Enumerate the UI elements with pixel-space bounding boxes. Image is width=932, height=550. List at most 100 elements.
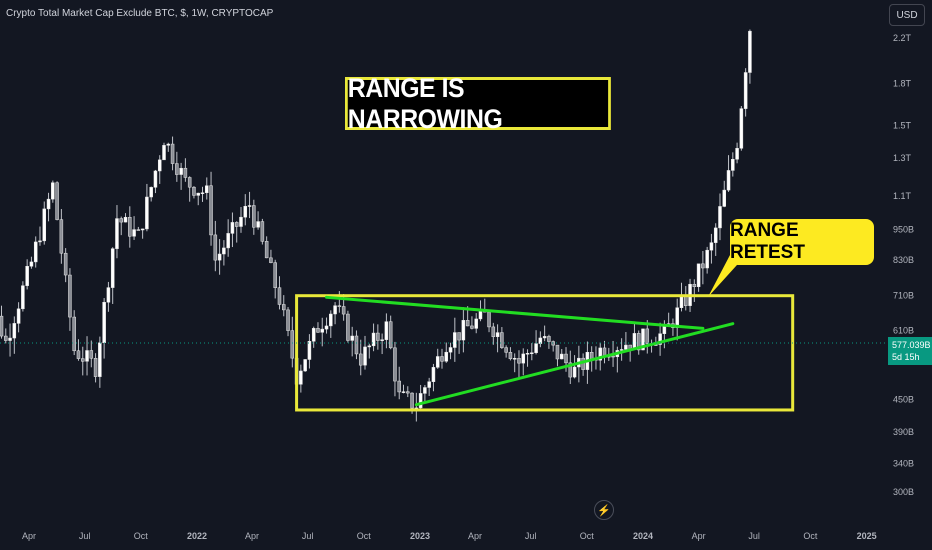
- y-tick-label: 1.5T: [893, 120, 912, 130]
- candle-body: [684, 296, 688, 306]
- x-tick-label: Oct: [134, 531, 149, 541]
- candle-body: [559, 353, 564, 360]
- candle-body: [4, 335, 8, 341]
- candle-body: [51, 182, 55, 200]
- candle-body: [132, 229, 136, 237]
- candle-body: [542, 336, 547, 339]
- y-tick-label: 2.2T: [893, 33, 912, 43]
- candle-body: [457, 332, 461, 341]
- x-tick-label: 2022: [187, 531, 207, 541]
- candle-body: [341, 306, 346, 315]
- candle-body: [140, 228, 145, 231]
- y-tick-label: 1.8T: [893, 79, 912, 89]
- candle-body: [320, 328, 324, 333]
- candle-body: [598, 347, 602, 361]
- candle-body: [76, 350, 81, 359]
- y-tick-label: 950B: [893, 224, 914, 234]
- candle-body: [495, 332, 500, 337]
- candle-body: [273, 262, 277, 288]
- x-tick-label: Apr: [468, 531, 482, 541]
- candle-body: [243, 206, 248, 218]
- candle-body: [632, 333, 637, 350]
- candle-body: [380, 339, 384, 341]
- candle-body: [46, 198, 51, 210]
- candle-body: [98, 342, 102, 377]
- x-tick-label: Jul: [302, 531, 314, 541]
- candle-body: [735, 148, 739, 160]
- y-tick-label: 300B: [893, 487, 914, 497]
- candle-body: [726, 170, 731, 191]
- candle-body: [679, 296, 684, 308]
- candle-body: [589, 352, 594, 359]
- candle-body: [581, 357, 585, 370]
- candle-body: [16, 308, 21, 324]
- candle-body: [153, 170, 158, 188]
- x-tick-label: Oct: [803, 531, 818, 541]
- candle-body: [645, 328, 650, 344]
- x-tick-label: Apr: [22, 531, 36, 541]
- candle-body: [713, 227, 718, 243]
- candle-body: [538, 337, 543, 344]
- candle-body: [311, 328, 316, 342]
- x-tick-label: Apr: [245, 531, 259, 541]
- candle-body: [388, 321, 393, 349]
- y-tick-label: 1.3T: [893, 153, 912, 163]
- candle-body: [264, 241, 269, 259]
- candle-body: [187, 177, 192, 188]
- callout-pointer: [708, 255, 746, 297]
- y-tick-label: 340B: [893, 458, 914, 468]
- currency-selector[interactable]: USD: [889, 4, 925, 26]
- y-tick-label: 710B: [893, 291, 914, 301]
- candle-body: [692, 283, 697, 287]
- candle-body: [256, 221, 260, 228]
- candle-body: [33, 241, 38, 263]
- candle-body: [286, 309, 290, 331]
- x-tick-label: Apr: [692, 531, 706, 541]
- x-tick-label: 2023: [410, 531, 430, 541]
- candle-body: [358, 353, 363, 366]
- candle-body: [709, 242, 714, 251]
- candle-body: [418, 393, 423, 409]
- candle-body: [435, 356, 440, 368]
- candle-body: [448, 347, 453, 353]
- candle-body: [354, 335, 359, 355]
- candle-body: [209, 185, 213, 236]
- candle-body: [128, 217, 132, 237]
- candle-body: [307, 341, 312, 360]
- candle-body: [376, 332, 380, 341]
- candle-body: [534, 343, 538, 353]
- x-tick-label: Jul: [748, 531, 760, 541]
- lightning-icon[interactable]: ⚡: [594, 500, 614, 520]
- candle-body: [170, 143, 175, 164]
- candle-body: [183, 167, 188, 178]
- candle-body: [517, 358, 521, 364]
- candle-body: [329, 313, 333, 327]
- candle-body: [21, 285, 25, 310]
- candle-body: [333, 305, 337, 315]
- x-tick-label: Jul: [525, 531, 537, 541]
- candle-body: [453, 332, 457, 348]
- candle-body: [72, 316, 76, 352]
- candle-body: [363, 346, 367, 366]
- y-tick-label: 450B: [893, 395, 914, 405]
- candle-body: [85, 350, 89, 362]
- candle-body: [157, 159, 162, 172]
- candle-body: [440, 356, 444, 362]
- candle-body: [93, 358, 98, 377]
- candle-body: [299, 370, 303, 385]
- candle-body: [393, 347, 397, 382]
- candle-body: [247, 205, 252, 207]
- candle-body: [487, 311, 491, 328]
- candle-body: [371, 332, 376, 347]
- candle-body: [89, 350, 94, 359]
- candle-body: [401, 391, 406, 393]
- candles: [0, 29, 752, 422]
- candle-body: [491, 326, 496, 337]
- x-tick-label: Oct: [580, 531, 595, 541]
- candle-body: [38, 240, 42, 243]
- candle-body: [568, 362, 573, 378]
- candle-body: [269, 257, 273, 263]
- candle-body: [196, 192, 200, 196]
- candle-body: [192, 186, 196, 196]
